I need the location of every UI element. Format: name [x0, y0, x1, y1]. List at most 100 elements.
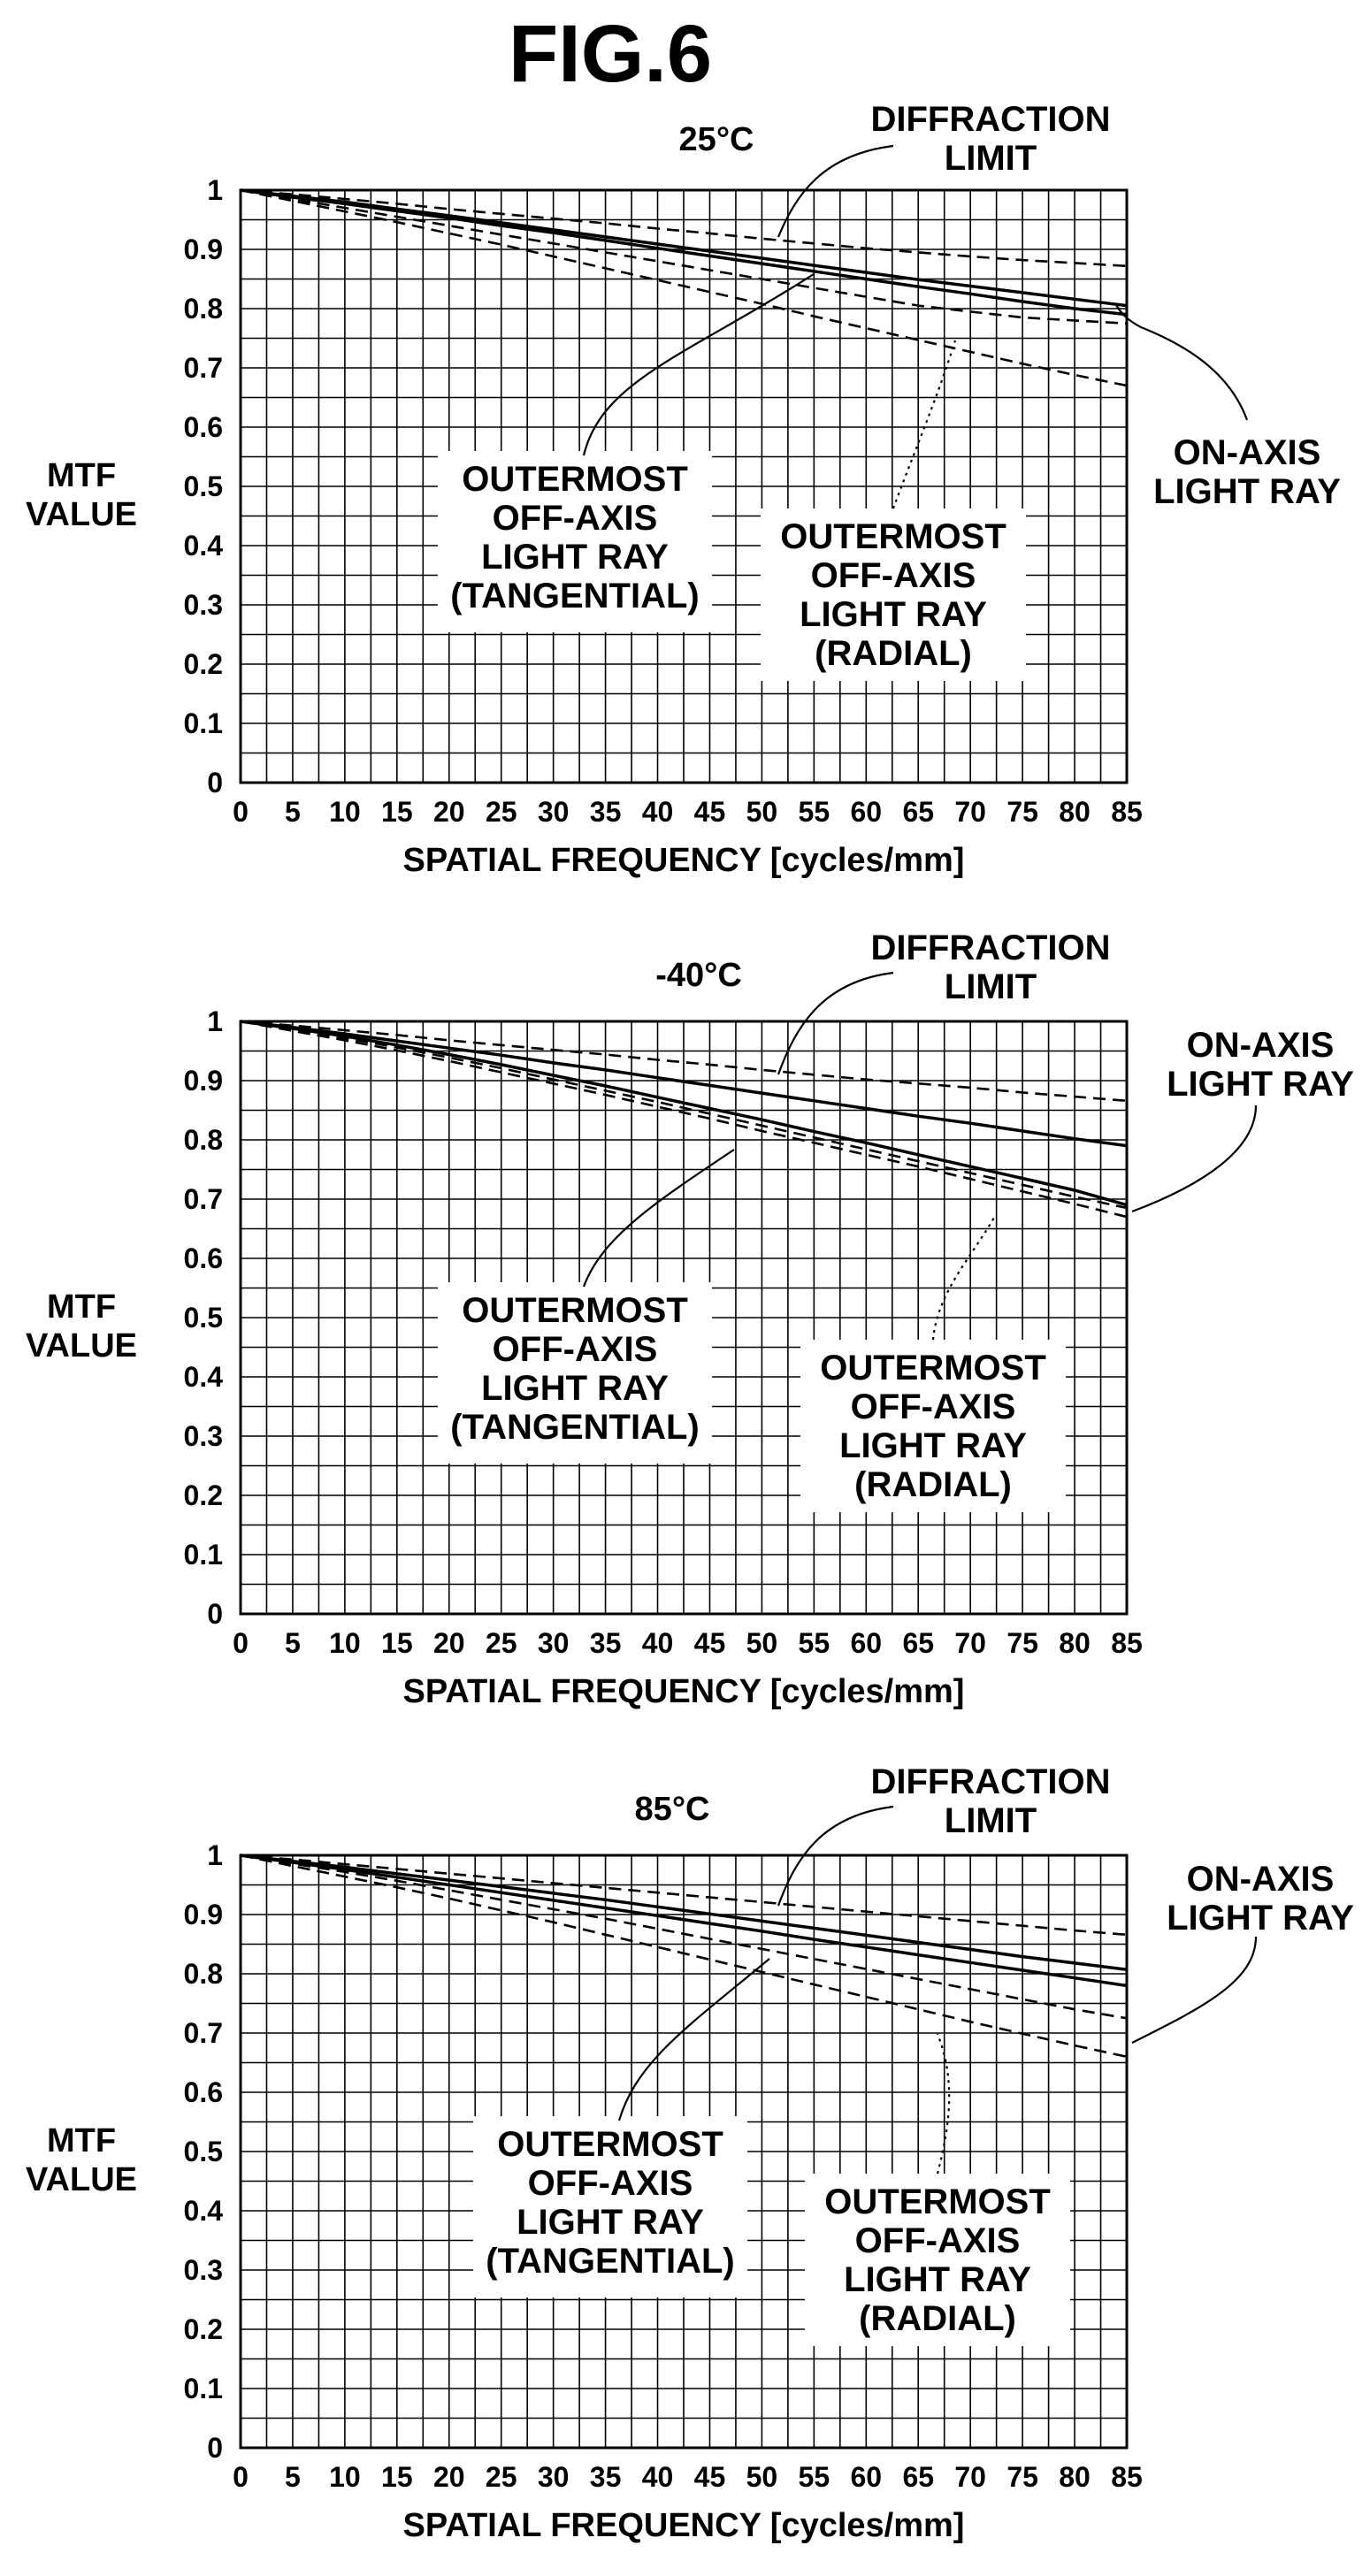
annotation-line: OUTERMOST [462, 460, 688, 499]
label-background [438, 451, 712, 632]
leader-line-on-axis [1131, 1936, 1258, 2044]
annotation-line: DIFFRACTION [870, 100, 1110, 139]
y-tick-label: 0.2 [184, 2313, 223, 2345]
x-tick-label: 30 [538, 796, 570, 828]
y-tick-label: 0 [207, 767, 223, 799]
x-tick-label: 75 [1006, 796, 1038, 828]
x-tick-label: 50 [746, 796, 778, 828]
series-line-3 [240, 1854, 1128, 1988]
annotation-line: OFF-AXIS [528, 2164, 693, 2203]
x-tick-label: 30 [538, 1627, 570, 1659]
series-line-2 [240, 188, 1128, 308]
x-tick-label: 40 [642, 1627, 674, 1659]
series-line-3 [240, 188, 1128, 317]
leader-line-tangential [617, 1958, 770, 2121]
series-group [240, 1854, 1128, 2059]
y-tick-label: 0 [207, 1598, 223, 1630]
annotation-line: LIGHT RAY [1167, 1065, 1354, 1104]
x-tick-label: 0 [233, 2461, 249, 2493]
x-tick-label: 65 [902, 796, 934, 828]
leader-line-diffraction [777, 144, 894, 238]
y-tick-label: 0.6 [184, 1242, 223, 1274]
leader-line-radial [892, 340, 957, 509]
y-tick-label: 0.3 [184, 2254, 223, 2286]
annotation-line: (RADIAL) [815, 634, 972, 673]
annotation-line: OUTERMOST [820, 1349, 1046, 1387]
annotation-line: LIMIT [945, 967, 1037, 1006]
annotation-line: LIGHT RAY [1167, 1899, 1354, 1938]
annotation-line: LIGHT RAY [517, 2203, 704, 2242]
y-tick-label: 0.5 [184, 2136, 223, 2167]
x-tick-label: 45 [694, 796, 726, 828]
x-tick-label: 85 [1111, 2461, 1143, 2493]
series-line-5 [240, 1854, 1128, 2059]
x-tick-label: 55 [799, 796, 830, 828]
x-tick-label: 40 [642, 796, 674, 828]
mtf-chart-3: 0 5 10 15 20 25 30 35 40 45 50 55 60 65 70 75 80 85 0 0.1 0.… [26, 1762, 1354, 2544]
y-tick-label: 0.4 [184, 2195, 224, 2227]
plot-frame [239, 1020, 1129, 1616]
annotation-line: (RADIAL) [854, 1465, 1012, 1504]
leader-line-tangential [582, 273, 815, 456]
x-axis-label: SPATIAL FREQUENCY [cycles/mm] [403, 2507, 965, 2544]
y-tick-label: 0.8 [184, 1958, 223, 1990]
annotation-line: LIMIT [945, 139, 1037, 178]
y-tick-label: 1 [207, 1839, 223, 1871]
series-group [240, 1020, 1128, 1219]
y-tick-label: 0.2 [184, 1479, 223, 1511]
x-tick-label: 10 [329, 1627, 361, 1659]
temperature-label: -40°C [655, 957, 742, 994]
y-tick-label: 1 [207, 174, 223, 206]
x-tick-label: 75 [1006, 2461, 1038, 2493]
x-tick-label: 35 [590, 2461, 622, 2493]
leader-line-diffraction [777, 971, 894, 1075]
x-tick-label: 35 [590, 1627, 622, 1659]
x-tick-label: 35 [590, 796, 622, 828]
temperature-label: 85°C [635, 1791, 710, 1828]
series-line-2 [240, 1020, 1128, 1148]
annotation-line: ON-AXIS [1187, 1860, 1335, 1899]
annotation-line: LIGHT RAY [800, 595, 987, 634]
annotation-line: LIGHT RAY [481, 538, 669, 577]
y-tick-label: 0.9 [184, 1065, 223, 1097]
x-tick-label: 70 [954, 2461, 986, 2493]
x-tick-label: 25 [486, 796, 517, 828]
mtf-chart-2: 0 5 10 15 20 25 30 35 40 45 50 55 60 65 70 75 80 85 0 0.1 0.… [26, 929, 1354, 1710]
series-line-2 [240, 1854, 1128, 1972]
y-tick-label: 0.4 [184, 530, 224, 562]
series-line-3 [240, 1020, 1128, 1207]
label-background [438, 1282, 712, 1464]
y-tick-label: 0.9 [184, 1899, 223, 1930]
y-tick-label: 0.9 [184, 233, 223, 265]
series-line-1 [240, 1854, 1128, 1937]
y-axis-label: VALUE [26, 2161, 137, 2198]
x-tick-label: 30 [538, 2461, 570, 2493]
x-axis-label: SPATIAL FREQUENCY [cycles/mm] [403, 842, 965, 879]
y-tick-label: 0.1 [184, 2373, 223, 2404]
leader-line-on-axis [1131, 1105, 1258, 1213]
x-tick-label: 65 [902, 1627, 934, 1659]
x-tick-label: 65 [902, 2461, 934, 2493]
y-tick-label: 0.8 [184, 1124, 223, 1156]
annotation-line: OFF-AXIS [811, 556, 976, 595]
annotation-line: OFF-AXIS [855, 2221, 1021, 2260]
y-tick-label: 0.8 [184, 293, 223, 325]
y-tick-label: 0.1 [184, 1539, 223, 1571]
x-tick-label: 80 [1059, 2461, 1091, 2493]
leader-line-diffraction [777, 1805, 894, 1907]
label-background [805, 2174, 1070, 2346]
x-tick-label: 10 [329, 2461, 361, 2493]
series-line-4 [240, 1854, 1128, 2020]
annotation-line: DIFFRACTION [870, 929, 1110, 967]
y-axis-label: MTF [47, 457, 116, 494]
series-line-1 [240, 188, 1128, 268]
x-tick-label: 55 [799, 1627, 830, 1659]
annotation-line: LIGHT RAY [1153, 472, 1341, 511]
x-tick-label: 45 [694, 2461, 726, 2493]
y-tick-label: 0.6 [184, 411, 223, 443]
